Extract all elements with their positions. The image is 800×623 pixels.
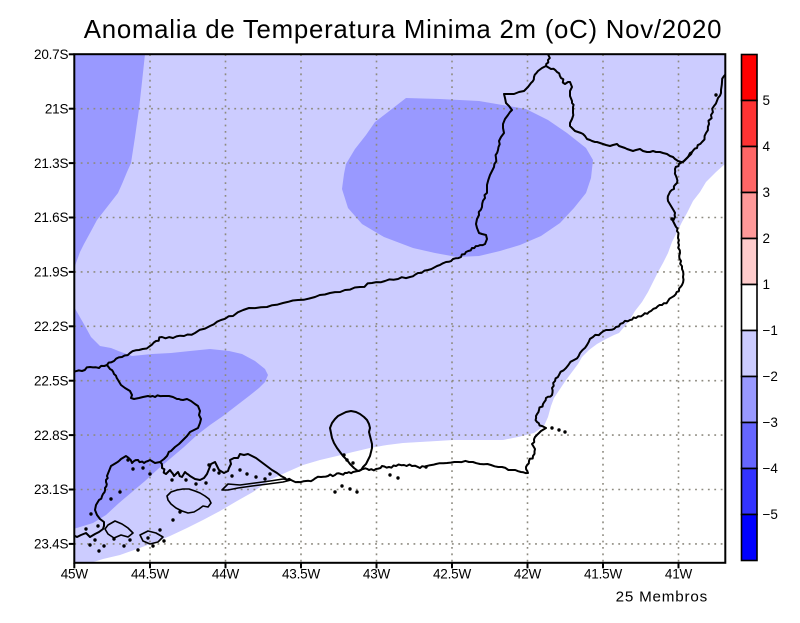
svg-text:43.5W: 43.5W <box>282 566 320 581</box>
svg-text:22.5S: 22.5S <box>34 373 68 388</box>
svg-text:−5: −5 <box>763 507 778 522</box>
svg-text:43W: 43W <box>363 566 391 581</box>
svg-text:42W: 42W <box>514 566 542 581</box>
svg-text:1: 1 <box>763 277 771 292</box>
svg-text:23.1S: 23.1S <box>34 482 68 497</box>
svg-text:22.8S: 22.8S <box>34 428 68 443</box>
svg-text:21.3S: 21.3S <box>34 156 68 171</box>
svg-text:−2: −2 <box>763 369 778 384</box>
svg-text:25 Membros: 25 Membros <box>616 589 708 606</box>
svg-text:−1: −1 <box>763 323 778 338</box>
svg-text:21.6S: 21.6S <box>34 210 68 225</box>
svg-text:3: 3 <box>763 185 771 200</box>
svg-text:4: 4 <box>763 139 771 154</box>
svg-text:45W: 45W <box>61 566 89 581</box>
svg-text:42.5W: 42.5W <box>433 566 471 581</box>
svg-text:Anomalia de Temperatura Minima: Anomalia de Temperatura Minima 2m (oC) N… <box>84 16 722 44</box>
svg-text:23.4S: 23.4S <box>34 537 68 552</box>
svg-text:44.5W: 44.5W <box>131 566 169 581</box>
svg-text:41W: 41W <box>665 566 693 581</box>
svg-text:2: 2 <box>763 231 771 246</box>
svg-text:20.7S: 20.7S <box>34 47 68 62</box>
svg-text:5: 5 <box>763 93 771 108</box>
svg-text:−3: −3 <box>763 415 778 430</box>
svg-text:21.9S: 21.9S <box>34 265 68 280</box>
svg-text:21S: 21S <box>45 101 69 116</box>
svg-text:41.5W: 41.5W <box>584 566 622 581</box>
svg-text:22.2S: 22.2S <box>34 319 68 334</box>
svg-text:−4: −4 <box>763 461 779 476</box>
svg-text:44W: 44W <box>212 566 240 581</box>
